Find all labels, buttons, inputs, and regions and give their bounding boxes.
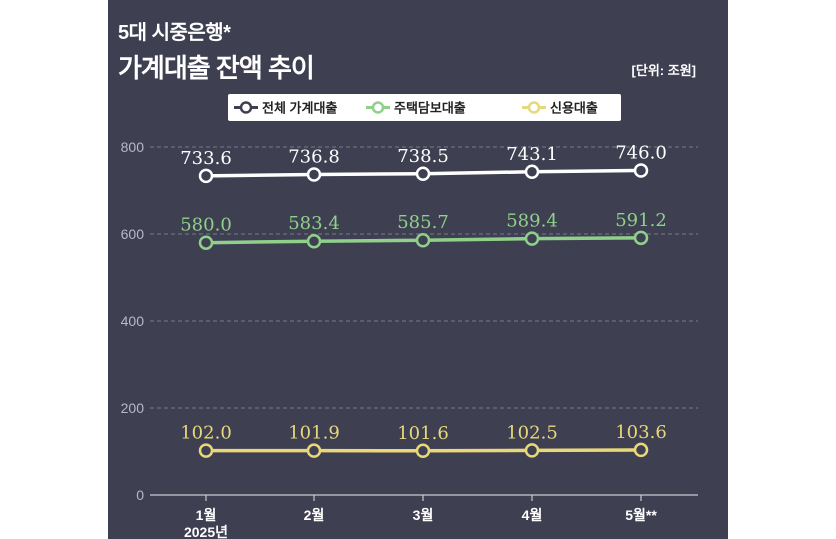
data-label: 101.9 [288, 423, 340, 444]
data-label: 583.4 [288, 213, 340, 234]
data-point [524, 164, 540, 180]
legend-swatch-marker [239, 101, 253, 114]
legend-swatch-marker [371, 101, 385, 114]
data-label: 733.6 [180, 148, 232, 169]
chart-title-line1: 5대 시중은행* [118, 22, 231, 44]
y-tick-label: 800 [121, 139, 145, 155]
chart-panel: 5대 시중은행* 가계대출 잔액 추이 [단위: 조원] 0 200 400 600 8… [108, 0, 728, 539]
data-label: 585.7 [397, 212, 449, 233]
data-label: 102.0 [180, 423, 232, 444]
data-point [306, 167, 322, 182]
chart-title-line2: 가계대출 잔액 추이 [118, 53, 315, 83]
data-point [306, 443, 322, 458]
data-label: 743.1 [506, 144, 558, 165]
legend-box [228, 94, 621, 121]
data-point [306, 233, 322, 249]
x-tick-label: 5월** [625, 507, 657, 523]
legend-label: 신용대출 [550, 101, 598, 116]
data-point [415, 443, 431, 459]
legend-label: 주택담보대출 [394, 101, 466, 116]
data-label: 580.0 [180, 215, 232, 236]
data-point [415, 166, 431, 182]
legend-swatch-marker [527, 101, 541, 114]
data-point [633, 230, 649, 246]
y-tick-label: 200 [121, 400, 145, 416]
data-point [524, 443, 540, 458]
y-tick-label: 0 [136, 487, 144, 503]
data-label: 102.5 [506, 422, 558, 443]
x-tick-label: 2월 [304, 507, 325, 523]
data-point [633, 442, 649, 458]
unit-label: [단위: 조원] [631, 63, 696, 78]
data-label: 591.2 [615, 210, 667, 231]
data-point [198, 168, 214, 184]
data-point [198, 443, 214, 458]
x-tick-label: 4월 [522, 507, 543, 523]
legend-label: 전체 가계대출 [262, 101, 337, 116]
y-tick-label: 600 [121, 226, 145, 242]
data-label: 736.8 [288, 146, 340, 167]
data-label: 101.6 [397, 423, 449, 444]
data-label: 746.0 [615, 142, 667, 163]
data-point [415, 232, 431, 248]
data-point [524, 231, 540, 246]
data-label: 738.5 [397, 146, 449, 167]
y-tick-label: 400 [121, 313, 145, 329]
data-label: 103.6 [615, 422, 667, 443]
data-point [633, 163, 649, 178]
x-tick-label: 1월 [196, 507, 217, 523]
data-point [198, 235, 214, 250]
line-chart: 0 200 400 600 800 1월 2월 3월 4월 5월** 2025년 733.6 736.8… [121, 94, 698, 539]
data-label: 589.4 [506, 211, 558, 232]
x-tick-label: 3월 [413, 507, 434, 523]
x-year-label: 2025년 [184, 524, 228, 539]
